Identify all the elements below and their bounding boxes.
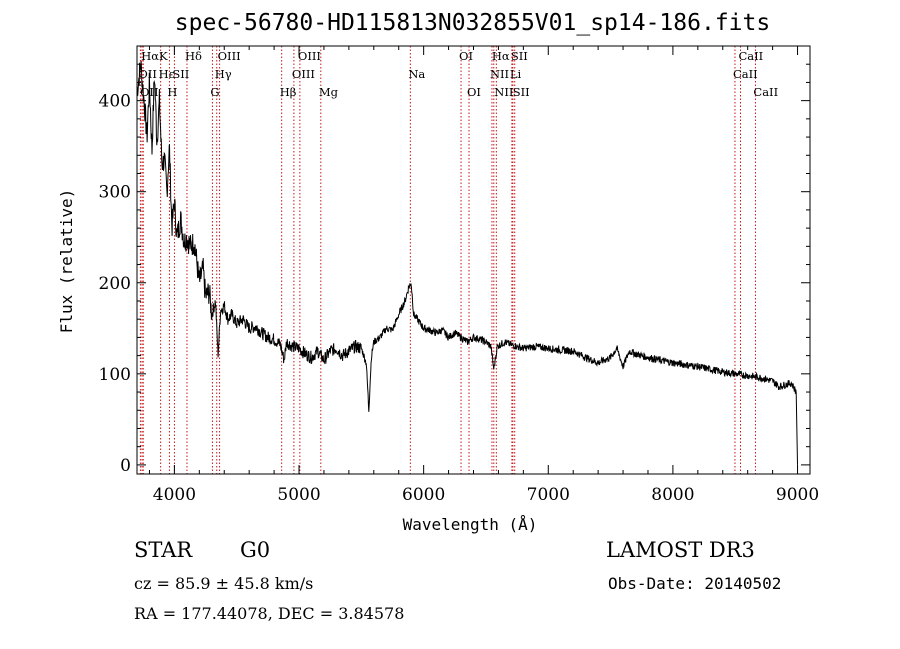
x-tick-label: 5000 bbox=[277, 485, 320, 505]
marker-label: SII bbox=[172, 67, 189, 81]
marker-label: H bbox=[167, 85, 177, 99]
marker-label: OII bbox=[140, 85, 159, 99]
spectrum-series bbox=[136, 61, 798, 465]
x-tick-label: 9000 bbox=[776, 485, 819, 505]
marker-label: OIII bbox=[292, 67, 315, 81]
object-subclass: G0 bbox=[240, 538, 271, 562]
y-tick-label: 400 bbox=[99, 92, 131, 112]
spectrum-line bbox=[136, 61, 798, 465]
y-tick-label: 0 bbox=[120, 456, 131, 476]
coordinates: RA = 177.44078, DEC = 3.84578 bbox=[134, 604, 405, 623]
emission-line-markers bbox=[139, 46, 756, 474]
marker-label: Hβ bbox=[280, 85, 297, 99]
obs-date: Obs-Date: 20140502 bbox=[608, 574, 782, 593]
marker-label: Mg bbox=[319, 85, 339, 99]
axes: 4000 5000 6000 7000 8000 9000 0 100 200 300 400 bbox=[99, 45, 819, 505]
x-tick-label: 6000 bbox=[402, 485, 445, 505]
marker-label: OI bbox=[467, 85, 481, 99]
marker-label: Na bbox=[408, 67, 425, 81]
marker-label: CaII bbox=[738, 49, 763, 63]
marker-label: Hδ bbox=[185, 49, 202, 63]
marker-label: OII bbox=[138, 67, 157, 81]
marker-label: Hε bbox=[159, 67, 175, 81]
x-tick-label: 4000 bbox=[153, 485, 196, 505]
y-tick-label: 300 bbox=[99, 183, 131, 203]
marker-label: OIII bbox=[218, 49, 241, 63]
marker-label: SII bbox=[511, 49, 528, 63]
marker-label: OIII bbox=[298, 49, 321, 63]
marker-label: Hγ bbox=[215, 67, 232, 81]
marker-label: Li bbox=[510, 67, 522, 81]
y-tick-label: 100 bbox=[99, 365, 131, 385]
object-class: STAR bbox=[134, 538, 193, 562]
x-axis-label: Wavelength (Å) bbox=[403, 515, 538, 534]
plot-frame bbox=[136, 45, 811, 475]
marker-label: NII bbox=[490, 67, 509, 81]
marker-label: Hα bbox=[492, 49, 510, 63]
marker-label: HαK bbox=[141, 49, 168, 63]
marker-label: G bbox=[210, 85, 219, 99]
redshift-value: cz = 85.9 ± 45.8 km/s bbox=[134, 574, 314, 593]
marker-label: NII bbox=[494, 85, 513, 99]
y-axis-label: Flux (relative) bbox=[57, 189, 76, 334]
marker-label: CaII bbox=[733, 67, 758, 81]
axis-titles: Wavelength (Å) Flux (relative) bbox=[57, 189, 537, 534]
chart-title: spec-56780-HD115813N032855V01_sp14-186.f… bbox=[174, 10, 771, 36]
x-tick-label: 7000 bbox=[527, 485, 570, 505]
survey-label: LAMOST DR3 bbox=[606, 538, 755, 562]
emission-line-labels: OII HαK Hε H OII SII Hδ OIII Hγ G Hβ OIII OIII Mg Na OI… bbox=[138, 49, 778, 99]
marker-label: OI bbox=[459, 49, 473, 63]
marker-label: CaII bbox=[753, 85, 778, 99]
marker-label: SII bbox=[513, 85, 530, 99]
x-tick-label: 8000 bbox=[651, 485, 694, 505]
y-tick-label: 200 bbox=[99, 274, 131, 294]
